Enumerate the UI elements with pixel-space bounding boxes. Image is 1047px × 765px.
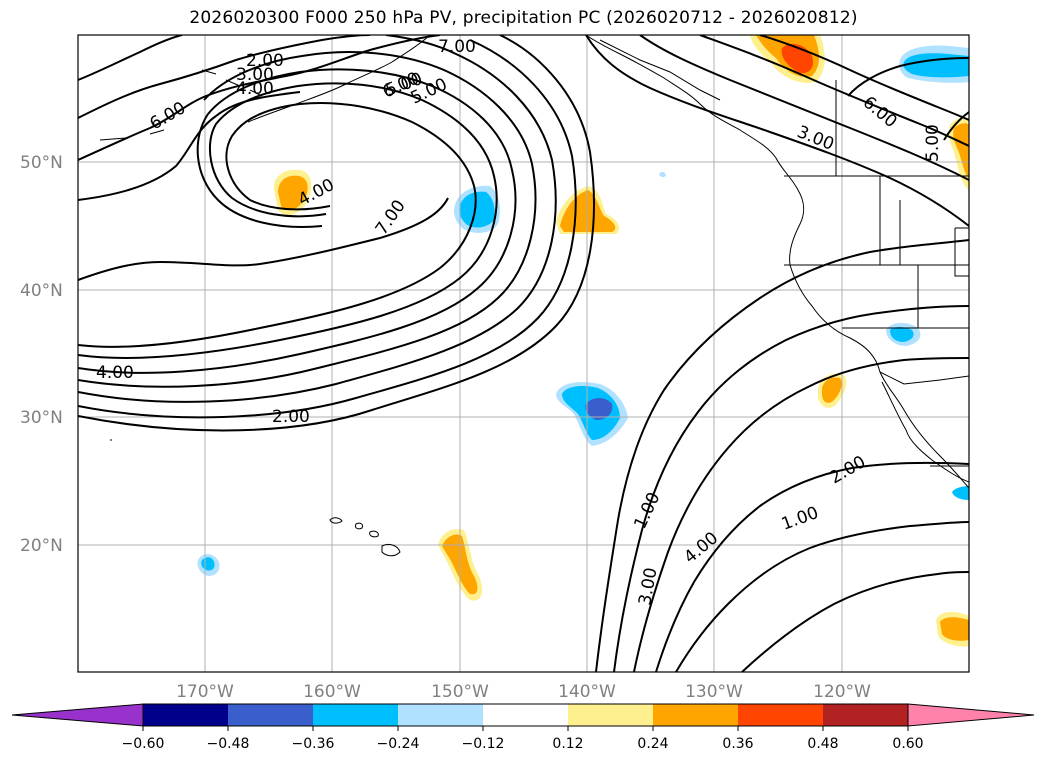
map-frame [77, 34, 970, 673]
colorbar-segment [143, 704, 228, 726]
map-title: 2026020300 F000 250 hPa PV, precipitatio… [189, 8, 858, 28]
colorbar-outline [142, 703, 909, 727]
precip-negative-area [890, 327, 914, 342]
colorbar-tick-label: −0.48 [207, 736, 250, 752]
precip-positive-area [822, 377, 842, 403]
colorbar-segment [653, 704, 738, 726]
coastlines [247, 35, 969, 489]
contour-label: 7.00 [438, 37, 476, 57]
precip-shading [197, 35, 969, 647]
contour-label: 4.00 [236, 79, 274, 99]
colorbar-tick-label: −0.36 [292, 736, 335, 752]
colorbar-tick-label: −0.12 [462, 736, 505, 752]
precip-positive-area [953, 123, 969, 178]
precip-negative-area [952, 486, 969, 500]
lon-label: 130°W [685, 682, 743, 702]
precip-negative-area [585, 398, 613, 420]
precip-negative-area [903, 53, 969, 78]
precip-negative-area [459, 191, 495, 228]
longitude-labels: 170°W 160°W 150°W 140°W 130°W 120°W [176, 682, 871, 702]
precip-positive-area [560, 190, 616, 232]
contour-label: 2.00 [272, 407, 310, 427]
pv-contours [78, 35, 969, 672]
lat-label: 30°N [20, 408, 63, 428]
lat-label: 40°N [20, 281, 63, 301]
lat-label: 20°N [20, 536, 63, 556]
colorbar-tick-label: 0.36 [722, 736, 753, 752]
contour-label: 5.00 [923, 124, 943, 162]
lon-label: 120°W [813, 682, 871, 702]
colorbar-segment [483, 704, 568, 726]
lat-label: 50°N [20, 153, 63, 173]
latitude-labels: 50°N 40°N 30°N 20°N [20, 153, 63, 556]
colorbar-extend-high [907, 703, 1035, 727]
lon-label: 140°W [558, 682, 616, 702]
lon-label: 170°W [176, 682, 234, 702]
colorbar-segment [823, 704, 908, 726]
contour-label: 3.00 [236, 65, 274, 85]
colorbar-tick-label: 0.48 [807, 736, 838, 752]
colorbar-tick-label: 0.12 [552, 736, 583, 752]
colorbar-segment [738, 704, 823, 726]
colorbar-extend-low [11, 703, 144, 727]
contour-label: 2.00 [246, 51, 284, 71]
lon-label: 160°W [303, 682, 361, 702]
precip-positive-area [940, 617, 969, 641]
colorbar-segment [398, 704, 483, 726]
colorbar: −0.60 −0.48 −0.36 −0.24 −0.12 0.12 0.24 0.36 0.4… [11, 703, 1035, 752]
contour-label: 4.00 [96, 363, 134, 383]
lon-label: 150°W [431, 682, 489, 702]
colorbar-tick-label: 0.60 [892, 736, 923, 752]
colorbar-segment [313, 704, 398, 726]
colorbar-tick-label: −0.24 [377, 736, 420, 752]
colorbar-segment [228, 704, 313, 726]
colorbar-segment [568, 704, 653, 726]
map-plot-area [78, 35, 969, 672]
colorbar-tick-label: −0.60 [122, 736, 165, 752]
precip-negative-area [659, 171, 666, 178]
colorbar-tick-label: 0.24 [637, 736, 668, 752]
precip-positive-area [278, 175, 308, 211]
